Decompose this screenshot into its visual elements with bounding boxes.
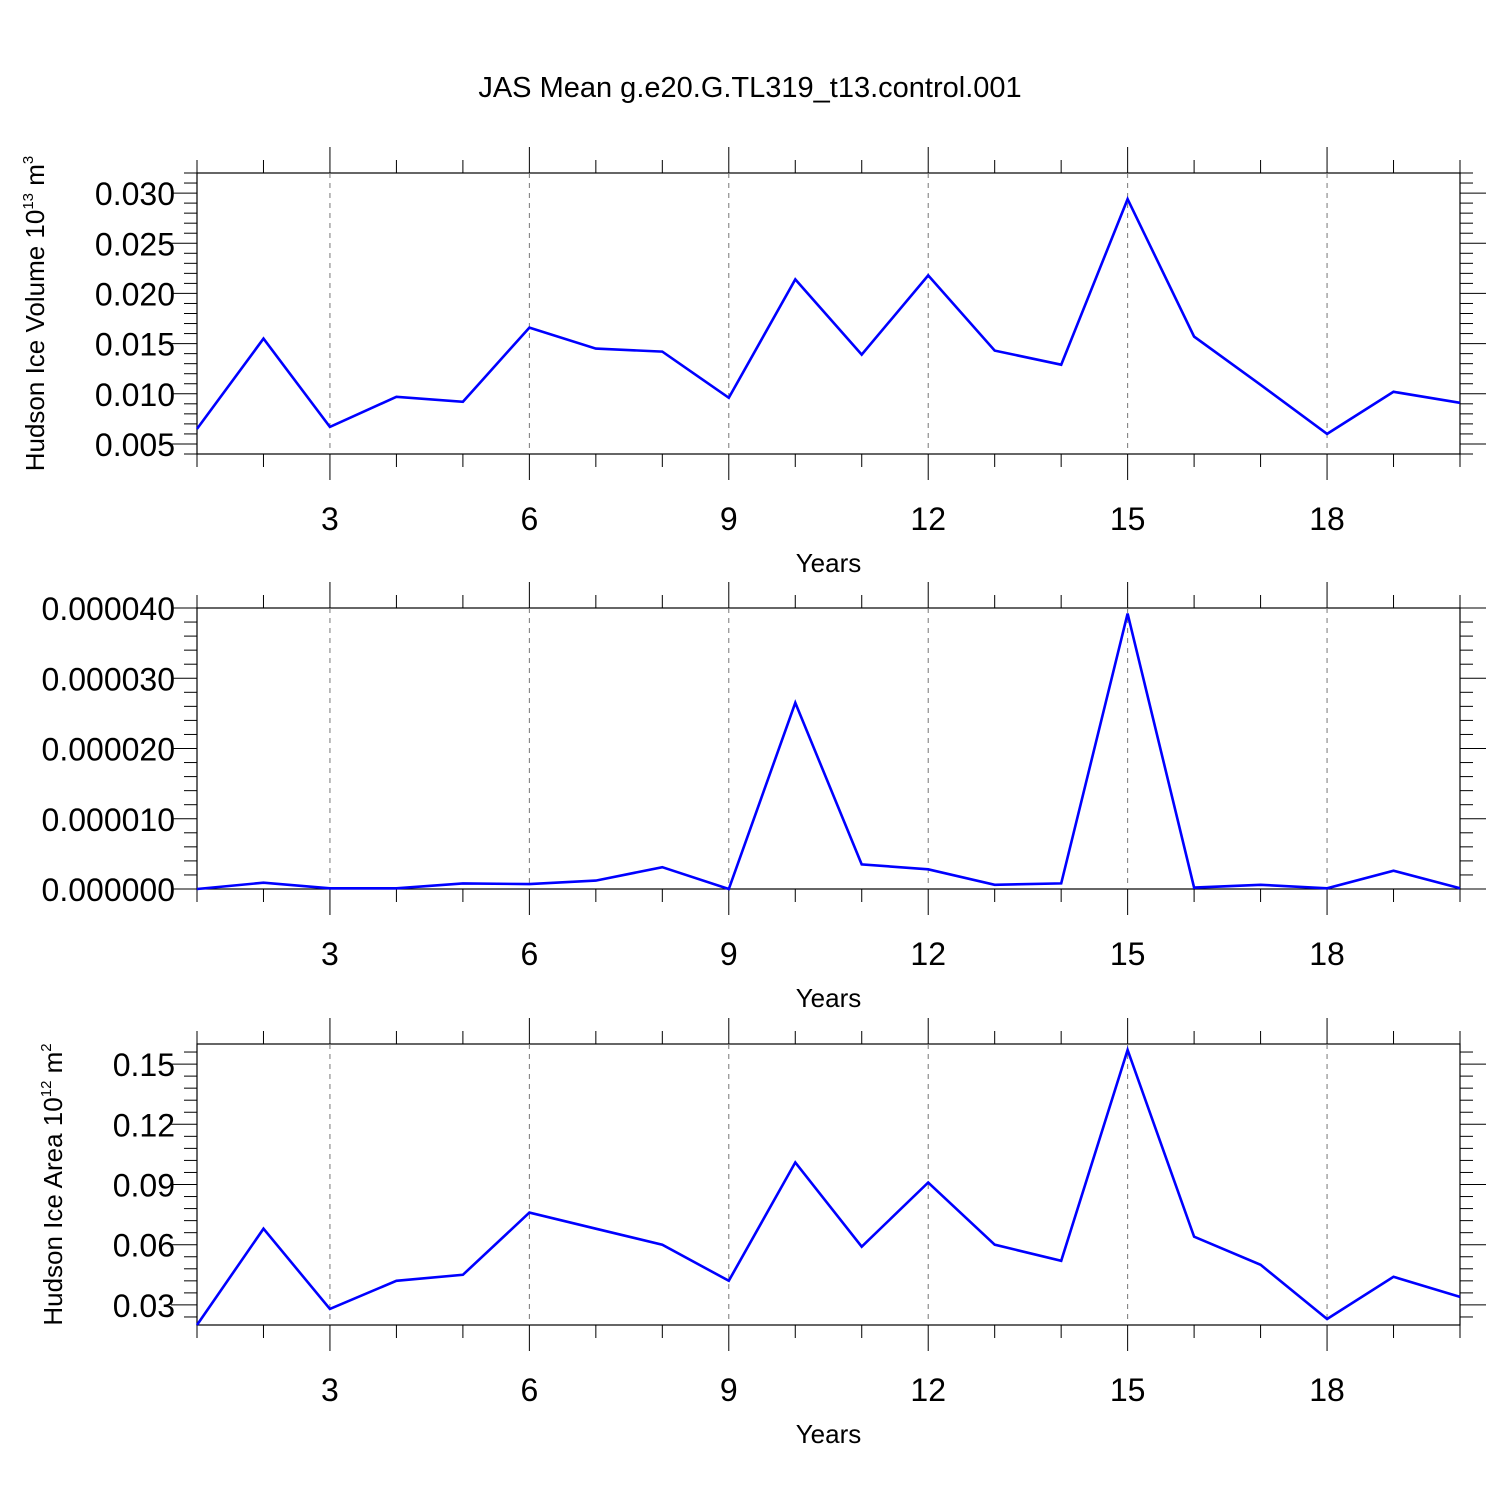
x-tick-label: 12 (910, 936, 946, 972)
y-axis-title-superscript: 3 (20, 156, 37, 164)
y-axis-title-superscript: 12 (38, 1081, 55, 1098)
x-tick-label: 18 (1309, 1372, 1345, 1408)
y-tick-label: 0.030 (95, 176, 175, 212)
y-tick-label: 0.020 (95, 276, 175, 312)
x-tick-label: 6 (520, 1372, 538, 1408)
series-line (195, 195, 1461, 436)
x-axis-title: Years (796, 1419, 862, 1449)
chart-title: JAS Mean g.e20.G.TL319_t13.control.001 (478, 72, 1022, 104)
x-tick-label: 3 (321, 1372, 339, 1408)
y-tick-label: 0.000010 (42, 802, 175, 838)
x-tick-label: 18 (1309, 936, 1345, 972)
y-tick-label: 0.025 (95, 226, 175, 262)
y-tick-label: 0.015 (95, 327, 175, 363)
y-axis-title-superscript: 2 (38, 1043, 55, 1051)
y-tick-label: 0.005 (95, 427, 175, 463)
series-line (195, 1045, 1461, 1326)
x-tick-label: 3 (321, 936, 339, 972)
series-line (196, 613, 1461, 891)
y-tick-label: 0.09 (113, 1168, 175, 1204)
y-axis-title: Hudson Ice Volume 1013 m3 (20, 156, 50, 472)
y-tick-label: 0.000030 (42, 661, 175, 697)
y-tick-label: 0.15 (113, 1047, 175, 1083)
plot-frame (196, 1043, 1461, 1326)
y-axis-title-part: Hudson Ice Area 10 (38, 1097, 68, 1325)
x-tick-label: 15 (1110, 1372, 1146, 1408)
y-tick-label: 0.06 (113, 1228, 175, 1264)
y-tick-label: 0.000020 (42, 732, 175, 768)
y-tick-label: 0.010 (95, 377, 175, 413)
x-tick-label: 12 (910, 501, 946, 537)
plot-frame (196, 607, 1461, 890)
x-tick-label: 6 (520, 936, 538, 972)
x-tick-label: 18 (1309, 501, 1345, 537)
y-axis-title-part: m (38, 1052, 68, 1081)
y-tick-label: 0.000000 (42, 872, 175, 908)
x-axis-title: Years (796, 983, 862, 1013)
y-axis-title-superscript: 13 (20, 193, 37, 210)
x-tick-label: 12 (910, 1372, 946, 1408)
x-axis-title: Years (796, 548, 862, 578)
x-tick-label: 9 (720, 1372, 738, 1408)
plot-frame (196, 172, 1461, 455)
x-tick-label: 15 (1110, 936, 1146, 972)
x-tick-label: 15 (1110, 501, 1146, 537)
x-tick-label: 9 (720, 501, 738, 537)
y-axis-title: Hudson Ice Area 1012 m2 (38, 1043, 68, 1325)
x-tick-label: 6 (520, 501, 538, 537)
y-axis-title-part: Hudson Ice Volume 10 (20, 210, 50, 472)
x-tick-label: 3 (321, 501, 339, 537)
y-tick-label: 0.000040 (42, 591, 175, 627)
y-tick-label: 0.12 (113, 1107, 175, 1143)
y-tick-label: 0.03 (113, 1288, 175, 1324)
y-axis-title-part: m (20, 164, 50, 193)
x-tick-label: 9 (720, 936, 738, 972)
